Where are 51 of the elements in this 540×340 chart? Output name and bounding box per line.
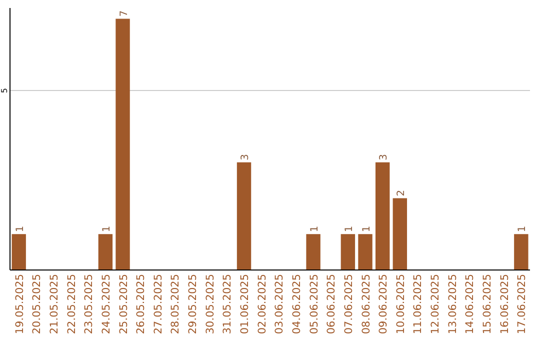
x-tick-label: 25.05.2025 <box>118 274 130 334</box>
x-tick-label: 22.05.2025 <box>66 274 78 334</box>
x-tick-label: 06.06.2025 <box>326 274 338 334</box>
x-tick-label: 19.05.2025 <box>14 274 26 334</box>
bar <box>236 162 252 270</box>
data-label: 7 <box>118 10 130 17</box>
bar <box>98 234 113 270</box>
x-tick-label: 31.05.2025 <box>222 274 234 334</box>
x-tick-label: 28.05.2025 <box>170 274 182 334</box>
bar <box>514 234 528 270</box>
x-tick-label: 11.06.2025 <box>412 274 424 334</box>
x-tick-label: 21.05.2025 <box>48 274 60 334</box>
x-tick-label: 13.06.2025 <box>446 274 459 334</box>
x-tick-label: 04.06.2025 <box>290 274 303 334</box>
x-tick-label: 02.06.2025 <box>256 274 268 334</box>
x-tick-label: 26.05.2025 <box>135 274 148 334</box>
x-tick-label: 05.06.2025 <box>308 274 320 334</box>
bar <box>116 18 130 270</box>
x-tick-label: 27.05.2025 <box>152 274 164 334</box>
x-tick-label: 16.06.2025 <box>498 274 511 334</box>
bar <box>340 234 356 270</box>
bar <box>306 234 320 270</box>
data-label: 1 <box>344 226 355 232</box>
x-tick-label: 03.06.2025 <box>274 274 286 334</box>
x-tick-label: 29.05.2025 <box>187 274 200 334</box>
data-label: 3 <box>240 154 252 160</box>
bar <box>358 234 372 270</box>
x-tick-label: 10.06.2025 <box>394 274 407 334</box>
x-tick-label: 20.05.2025 <box>31 274 44 334</box>
data-label: 1 <box>101 226 112 232</box>
x-tick-label: 24.05.2025 <box>100 274 112 334</box>
data-label: 1 <box>309 226 320 232</box>
data-label: 1 <box>517 226 528 232</box>
x-tick-label: 09.06.2025 <box>378 274 390 334</box>
x-tick-label: 12.06.2025 <box>430 274 442 334</box>
bar <box>12 234 26 270</box>
x-tick-label: 14.06.2025 <box>464 274 476 334</box>
x-tick-label: 08.06.2025 <box>360 274 372 334</box>
data-label: 1 <box>361 226 372 232</box>
x-tick-label: 17.06.2025 <box>516 274 528 334</box>
bar <box>392 198 408 270</box>
y-tick-label: 5 <box>0 88 9 94</box>
x-tick-label: 01.06.2025 <box>239 274 252 334</box>
x-tick-label: 07.06.2025 <box>342 274 355 334</box>
data-label: 3 <box>378 154 390 160</box>
data-label: 2 <box>396 190 407 196</box>
x-tick-label: 15.06.2025 <box>482 274 494 334</box>
x-tick-label: 23.05.2025 <box>83 274 96 334</box>
data-label: 1 <box>14 226 26 232</box>
x-tick-label: 30.05.2025 <box>204 274 216 334</box>
bar <box>375 162 390 270</box>
